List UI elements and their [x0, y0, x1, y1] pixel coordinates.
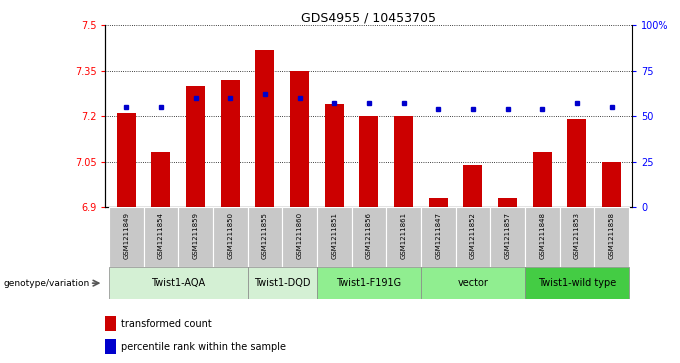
- Text: GSM1211855: GSM1211855: [262, 212, 268, 258]
- Text: percentile rank within the sample: percentile rank within the sample: [121, 342, 286, 352]
- Bar: [117, 113, 136, 207]
- Bar: [421, 267, 525, 299]
- Bar: [359, 116, 379, 207]
- Bar: [317, 207, 352, 267]
- Text: GSM1211861: GSM1211861: [401, 212, 407, 259]
- Text: GSM1211860: GSM1211860: [296, 212, 303, 259]
- Bar: [498, 198, 517, 207]
- Bar: [421, 207, 456, 267]
- Bar: [282, 207, 317, 267]
- Bar: [594, 207, 629, 267]
- Bar: [213, 207, 248, 267]
- Bar: [256, 50, 275, 207]
- Text: Twist1-F191G: Twist1-F191G: [337, 278, 401, 288]
- Bar: [463, 164, 482, 207]
- Text: GSM1211856: GSM1211856: [366, 212, 372, 259]
- Bar: [567, 119, 586, 207]
- Bar: [428, 198, 447, 207]
- Text: Twist1-AQA: Twist1-AQA: [151, 278, 205, 288]
- Bar: [109, 267, 248, 299]
- Bar: [352, 207, 386, 267]
- Bar: [152, 152, 171, 207]
- Title: GDS4955 / 10453705: GDS4955 / 10453705: [301, 11, 437, 24]
- Text: GSM1211853: GSM1211853: [574, 212, 580, 259]
- Bar: [105, 316, 116, 331]
- Text: transformed count: transformed count: [121, 319, 212, 329]
- Bar: [105, 339, 116, 354]
- Text: GSM1211851: GSM1211851: [331, 212, 337, 259]
- Bar: [394, 116, 413, 207]
- Text: GSM1211849: GSM1211849: [123, 212, 129, 259]
- Bar: [221, 80, 240, 207]
- Bar: [248, 207, 282, 267]
- Bar: [143, 207, 178, 267]
- Text: genotype/variation: genotype/variation: [3, 279, 90, 287]
- Bar: [290, 71, 309, 207]
- Text: vector: vector: [458, 278, 488, 288]
- Bar: [248, 267, 317, 299]
- Bar: [532, 152, 551, 207]
- Text: GSM1211848: GSM1211848: [539, 212, 545, 259]
- Text: GSM1211852: GSM1211852: [470, 212, 476, 258]
- Text: GSM1211858: GSM1211858: [609, 212, 615, 259]
- Bar: [602, 162, 621, 207]
- Bar: [317, 267, 421, 299]
- Bar: [456, 207, 490, 267]
- Bar: [386, 207, 421, 267]
- Text: GSM1211847: GSM1211847: [435, 212, 441, 259]
- Bar: [186, 86, 205, 207]
- Bar: [490, 207, 525, 267]
- Text: Twist1-DQD: Twist1-DQD: [254, 278, 311, 288]
- Bar: [525, 207, 560, 267]
- Bar: [178, 207, 213, 267]
- Text: GSM1211854: GSM1211854: [158, 212, 164, 258]
- Text: GSM1211850: GSM1211850: [227, 212, 233, 259]
- Text: GSM1211859: GSM1211859: [192, 212, 199, 259]
- Bar: [109, 207, 143, 267]
- Bar: [560, 207, 594, 267]
- Bar: [525, 267, 629, 299]
- Text: Twist1-wild type: Twist1-wild type: [538, 278, 616, 288]
- Text: GSM1211857: GSM1211857: [505, 212, 511, 259]
- Bar: [324, 104, 344, 207]
